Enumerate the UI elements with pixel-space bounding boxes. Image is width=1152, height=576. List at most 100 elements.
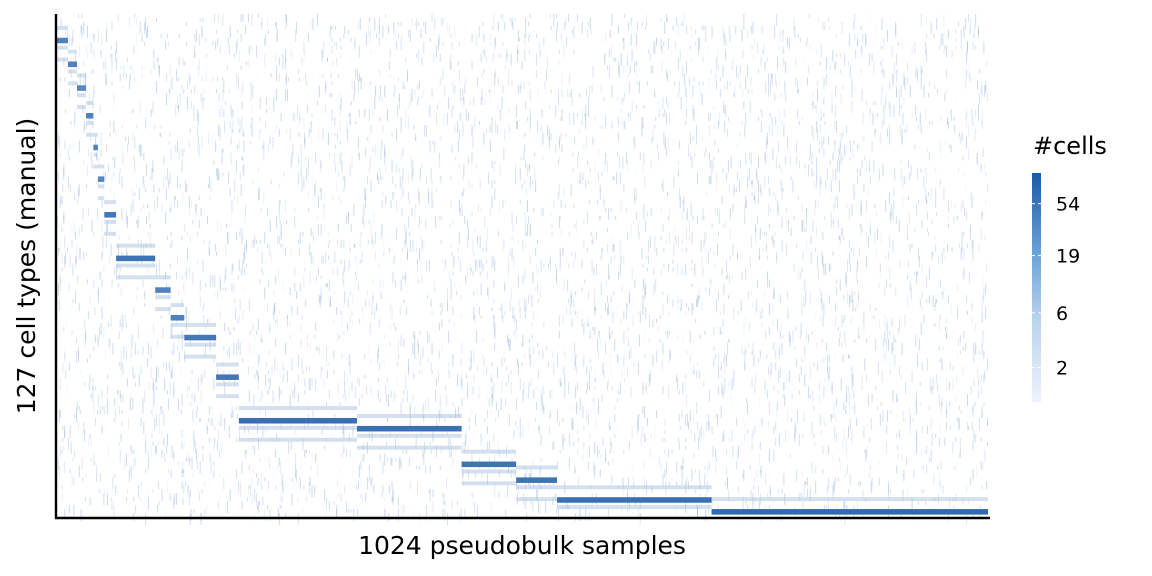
heatmap-cell-minor <box>867 235 869 248</box>
heatmap-cell-minor <box>697 421 698 430</box>
heatmap-cell-minor <box>235 307 237 319</box>
heatmap-cell-minor <box>504 493 506 498</box>
heatmap-cell-minor <box>647 255 649 264</box>
heatmap-cell-minor <box>164 453 166 462</box>
heatmap-cell-minor <box>322 49 324 58</box>
heatmap-cell-minor <box>349 120 351 125</box>
heatmap-cell-minor <box>678 441 680 450</box>
heatmap-cell-minor <box>238 49 240 62</box>
heatmap-cell-minor <box>882 410 884 422</box>
heatmap-cell-minor <box>662 437 664 442</box>
heatmap-cell-minor <box>889 105 891 117</box>
heatmap-cell-minor <box>917 501 919 506</box>
heatmap-cell-minor <box>169 243 171 248</box>
heatmap-cell-minor <box>158 188 160 193</box>
heatmap-cell-minor <box>701 93 703 106</box>
heatmap-cell-minor <box>62 362 64 375</box>
heatmap-cell-minor <box>334 152 336 165</box>
heatmap-cell-minor <box>568 457 570 470</box>
heatmap-cell-minor <box>968 148 969 161</box>
heatmap-cell-minor <box>581 120 583 125</box>
heatmap-cell-minor <box>452 105 454 110</box>
heatmap-cell-minor <box>609 334 611 339</box>
heatmap-cell-minor <box>134 374 136 379</box>
heatmap-cell-minor <box>925 41 927 54</box>
heatmap-cell-minor <box>267 279 269 288</box>
heatmap-cell-minor <box>717 414 718 426</box>
heatmap-cell-minor <box>157 366 159 379</box>
heatmap-cell-minor <box>696 124 698 137</box>
heatmap-cell-minor <box>677 334 678 339</box>
heatmap-cell-minor <box>565 17 567 26</box>
heatmap-cell-minor <box>237 318 238 323</box>
heatmap-cell-minor <box>819 315 821 323</box>
heatmap-cell-minor <box>157 481 159 490</box>
heatmap-cell-minor <box>613 176 615 181</box>
heatmap-cell-minor <box>753 196 755 201</box>
heatmap-cell-minor <box>676 239 678 244</box>
heatmap-cell-minor <box>223 81 225 94</box>
heatmap-cell-minor <box>705 287 707 292</box>
heatmap-cell-minor <box>980 116 982 121</box>
heatmap-cell-minor <box>811 124 813 137</box>
heatmap-cell-minor <box>473 251 475 256</box>
heatmap-cell-minor <box>853 21 855 30</box>
heatmap-cell-minor <box>237 116 239 125</box>
heatmap-cell-minor <box>805 291 807 304</box>
heatmap-cell-minor <box>76 406 77 418</box>
heatmap-cell-minor <box>750 180 752 185</box>
heatmap-cell-minor <box>804 374 806 387</box>
heatmap-cell-minor <box>507 255 509 268</box>
heatmap-cell-minor <box>417 481 418 494</box>
heatmap-cell-minor <box>450 61 452 70</box>
heatmap-cell-minor <box>143 152 145 161</box>
heatmap-cell-minor <box>599 215 601 220</box>
heatmap-cell-minor <box>597 172 599 181</box>
heatmap-cell-minor <box>724 350 726 363</box>
heatmap-cell-minor <box>689 132 691 145</box>
heatmap-cell-minor <box>105 350 107 359</box>
heatmap-cell-minor <box>300 322 302 331</box>
heatmap-cell-minor <box>74 223 76 236</box>
heatmap-cell-minor <box>471 61 473 70</box>
heatmap-cell-minor <box>692 303 694 312</box>
heatmap-cell-minor <box>766 354 768 359</box>
heatmap-cell-minor <box>277 235 278 244</box>
heatmap-cell-minor <box>439 176 441 181</box>
heatmap-cell-minor <box>610 235 612 244</box>
heatmap-cell-minor <box>695 29 697 34</box>
heatmap-cell-minor <box>751 378 753 387</box>
heatmap-cell-minor <box>483 358 485 367</box>
heatmap-cell-minor <box>623 330 625 343</box>
heatmap-cell-minor <box>378 97 380 102</box>
heatmap-cell-minor <box>444 85 446 98</box>
heatmap-cell-minor <box>566 307 568 316</box>
heatmap-cell-minor <box>690 57 692 62</box>
heatmap-cell-minor <box>869 176 871 185</box>
heatmap-cell-minor <box>418 192 420 205</box>
heatmap-cell-minor <box>377 390 379 399</box>
heatmap-cell-minor <box>181 338 183 351</box>
heatmap-cell-minor <box>251 14 253 26</box>
heatmap-cell-minor <box>535 180 537 193</box>
heatmap-cell-minor <box>80 509 82 521</box>
heatmap-cell-minor <box>956 374 958 383</box>
heatmap-cell-minor <box>315 180 317 193</box>
heatmap-cell-minor <box>440 215 442 220</box>
heatmap-cell-minor <box>452 402 454 407</box>
heatmap-cell-minor <box>907 61 908 70</box>
heatmap-cell-minor <box>107 219 108 232</box>
heatmap-cell-minor <box>537 342 538 347</box>
heatmap-cell-minor <box>198 417 200 422</box>
heatmap-cell-minor <box>644 330 646 339</box>
heatmap-cell-minor <box>462 89 464 102</box>
heatmap-cell-minor <box>525 501 527 510</box>
heatmap-cell-minor <box>767 57 768 62</box>
heatmap-cell-minor <box>505 509 507 517</box>
heatmap-cell-minor <box>891 45 893 58</box>
heatmap-cell-minor <box>183 445 185 450</box>
heatmap-cell-minor <box>275 485 277 490</box>
heatmap-cell-minor <box>69 255 71 268</box>
heatmap-cell-minor <box>217 501 219 510</box>
heatmap-cell-minor <box>709 247 711 252</box>
